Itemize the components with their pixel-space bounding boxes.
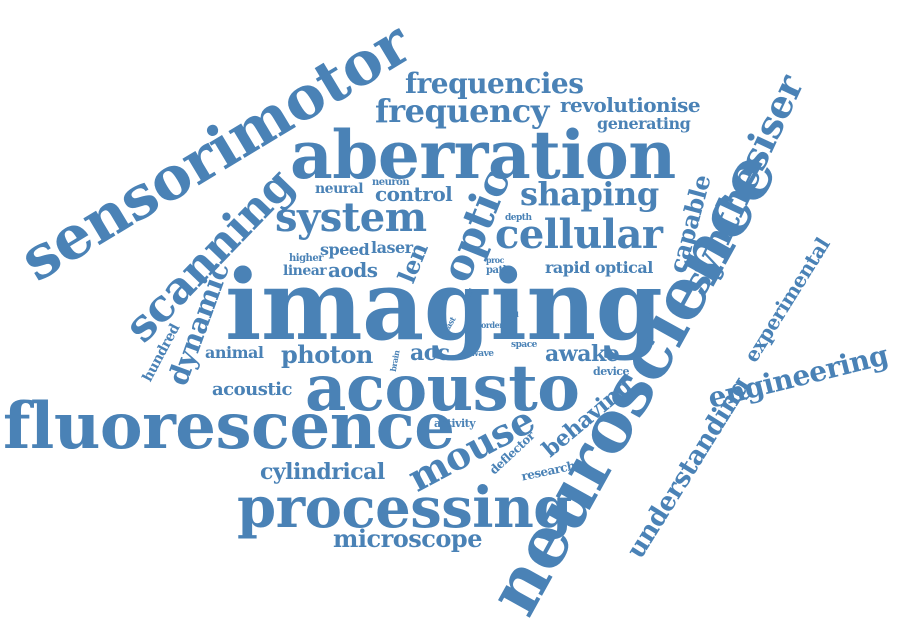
word-microscope: microscope <box>333 524 482 553</box>
word-photon: photon <box>281 340 373 369</box>
word-speed: speed <box>320 240 370 259</box>
word-path: path <box>486 265 510 276</box>
word-space: space <box>511 340 537 350</box>
word-order: order <box>481 320 503 330</box>
word-acc: acc <box>410 340 450 366</box>
word-frequencies: frequencies <box>405 67 584 100</box>
word-neural: neural <box>315 181 364 197</box>
word-laser: laser <box>371 238 413 257</box>
word-neuron: neuron <box>372 177 410 188</box>
word-cellular: cellular <box>495 211 663 258</box>
word-cylindrical: cylindrical <box>260 459 385 485</box>
word-system: system <box>275 194 427 241</box>
word-fluorescence: fluorescence <box>3 389 455 464</box>
word-proc: proc <box>486 255 505 265</box>
word-revolutionise: revolutionise <box>560 93 701 117</box>
word-shaping: shaping <box>520 175 659 213</box>
word-aberration: aberration <box>290 116 676 194</box>
word-aods: aods <box>328 258 378 282</box>
word-experimental: experimental <box>739 233 835 367</box>
word-acoustic: acoustic <box>212 379 292 400</box>
word-tool: tool <box>505 310 519 319</box>
word-activity: activity <box>434 417 476 430</box>
word-processing: processing <box>237 475 572 541</box>
word-device: device <box>593 365 629 378</box>
word-awake: awake <box>545 341 620 367</box>
word-depth: depth <box>505 213 532 223</box>
word-animal: animal <box>205 343 264 362</box>
word-control: control <box>375 182 453 206</box>
word-higher: higher <box>289 253 323 264</box>
word-wave: wave <box>471 349 494 359</box>
word-generating: generating <box>597 114 691 133</box>
word-frequency: frequency <box>375 92 549 130</box>
word-imaging: imaging <box>225 249 663 362</box>
word-rapid-optical: rapid optical <box>545 258 653 277</box>
word-acousto: acousto <box>305 351 580 426</box>
word-linear: linear <box>283 263 327 279</box>
